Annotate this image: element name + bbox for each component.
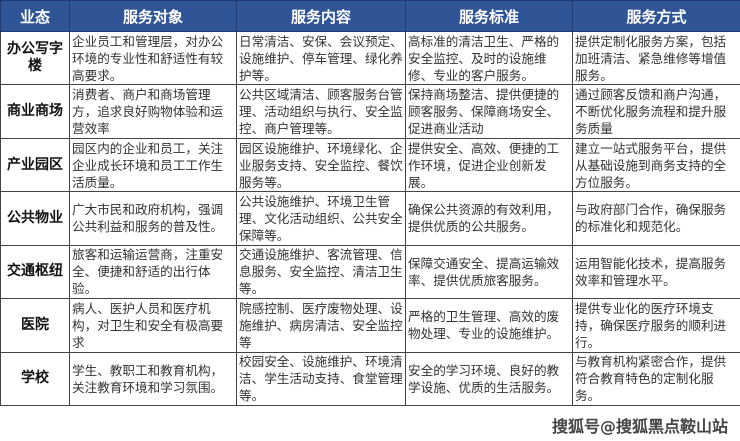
table-row: 医院 病人、医护人员和医疗机构，对卫生和安全有极高要求 院感控制、医疗废物处理、设施… bbox=[0, 298, 740, 353]
cell-method: 提供定制化服务方案，包括加班清洁、紧急维修等增值服务。 bbox=[572, 30, 740, 86]
cell-type: 交通枢纽 bbox=[0, 244, 70, 300]
table-row: 产业园区 园区内的企业和员工，关注企业成长环境和员工工作生活质量。 园区设施维护、环… bbox=[0, 137, 740, 193]
watermark-strip: 搜狐号@搜狐黑点鞍山站 bbox=[0, 408, 740, 441]
cell-standard: 提供安全、高效、便捷的工作环境，促进企业创新发展。 bbox=[405, 137, 573, 193]
cell-type: 学校 bbox=[0, 351, 70, 407]
cell-standard: 严格的卫生管理、高效的废物处理、专业的设施维护。 bbox=[405, 298, 573, 353]
header-method: 服务方式 bbox=[572, 0, 740, 32]
cell-standard: 保持商场整洁、提供便捷的顾客服务、保障商场安全、促进商业活动 bbox=[405, 84, 573, 139]
header-target: 服务对象 bbox=[69, 0, 237, 32]
cell-method: 运用智能化技术，提高服务效率和管理水平。 bbox=[572, 244, 740, 300]
cell-type: 医院 bbox=[0, 298, 70, 353]
header-content: 服务内容 bbox=[236, 0, 406, 32]
cell-target: 消费者、商户和商场管理方，追求良好购物体验和运营效率 bbox=[69, 84, 237, 139]
watermark: 搜狐号@搜狐黑点鞍山站 bbox=[551, 416, 728, 436]
cell-type: 公共物业 bbox=[0, 191, 70, 246]
cell-target: 旅客和运输运营商，注重安全、便捷和舒适的出行体验。 bbox=[69, 244, 237, 300]
cell-content: 院感控制、医疗废物处理、设施维护、病房清洁、安全监控等 bbox=[236, 298, 406, 353]
cell-standard: 安全的学习环境、良好的教学设施、优质的生活服务。 bbox=[405, 351, 573, 407]
cell-standard: 保障交通安全、提高运输效率、提供优质旅客服务。 bbox=[405, 244, 573, 300]
cell-type: 办公写字楼 bbox=[0, 30, 70, 86]
cell-standard: 确保公共资源的有效利用，提供优质的公共服务。 bbox=[405, 191, 573, 246]
cell-method: 与政府部门合作，确保服务的标准化和规范化。 bbox=[572, 191, 740, 246]
cell-standard: 高标准的清洁卫生、严格的安全监控、及时的设施维修、专业的客户服务。 bbox=[405, 30, 573, 86]
cell-content: 日常清洁、安保、会议预定、设施维护、停车管理、绿化养护等。 bbox=[236, 30, 406, 86]
cell-target: 病人、医护人员和医疗机构，对卫生和安全有极高要求 bbox=[69, 298, 237, 353]
table-row: 商业商场 消费者、商户和商场管理方，追求良好购物体验和运营效率 公共区域清洁、顾客服… bbox=[0, 84, 740, 139]
cell-target: 企业员工和管理层，对办公环境的专业性和舒适性有较高要求。 bbox=[69, 30, 237, 86]
table-row: 交通枢纽 旅客和运输运营商，注重安全、便捷和舒适的出行体验。 交通设施维护、客流管理… bbox=[0, 244, 740, 300]
cell-target: 园区内的企业和员工，关注企业成长环境和员工工作生活质量。 bbox=[69, 137, 237, 193]
header-type: 业态 bbox=[0, 0, 70, 32]
header-row: 业态 服务对象 服务内容 服务标准 服务方式 bbox=[0, 0, 740, 32]
property-service-table: 业态 服务对象 服务内容 服务标准 服务方式 办公写字楼 企业员工和管理层，对办公… bbox=[0, 0, 740, 407]
cell-target: 广大市民和政府机构，强调公共利益和服务的普及性。 bbox=[69, 191, 237, 246]
cell-method: 提供专业化的医疗环境支持，确保医疗服务的顺利进行。 bbox=[572, 298, 740, 353]
table-row: 学校 学生、教职工和教育机构，关注教育环境和学习氛围。 校园安全、设施维护、环境清洁… bbox=[0, 351, 740, 407]
table-row: 公共物业 广大市民和政府机构，强调公共利益和服务的普及性。 公共设施维护、环境卫生管… bbox=[0, 191, 740, 246]
cell-type: 商业商场 bbox=[0, 84, 70, 139]
cell-target: 学生、教职工和教育机构，关注教育环境和学习氛围。 bbox=[69, 351, 237, 407]
cell-content: 公共设施维护、环境卫生管理、文化活动组织、公共安全保障等。 bbox=[236, 191, 406, 246]
table-row: 办公写字楼 企业员工和管理层，对办公环境的专业性和舒适性有较高要求。 日常清洁、安保… bbox=[0, 30, 740, 86]
cell-method: 与教育机构紧密合作，提供符合教育特色的定制化服务。 bbox=[572, 351, 740, 407]
cell-type: 产业园区 bbox=[0, 137, 70, 193]
cell-content: 校园安全、设施维护、环境清洁、学生活动支持、食堂管理等。 bbox=[236, 351, 406, 407]
cell-content: 公共区域清洁、顾客服务台管理、活动组织与执行、安全监控、商户管理等。 bbox=[236, 84, 406, 139]
cell-content: 园区设施维护、环境绿化、企业服务支持、安全监控、餐饮服务等。 bbox=[236, 137, 406, 193]
cell-content: 交通设施维护、客流管理、信息服务、安全监控、清洁卫生等。 bbox=[236, 244, 406, 300]
cell-method: 建立一站式服务平台，提供从基础设施到商务支持的全方位服务。 bbox=[572, 137, 740, 193]
header-standard: 服务标准 bbox=[405, 0, 573, 32]
cell-method: 通过顾客反馈和商户沟通，不断优化服务流程和提升服务质量 bbox=[572, 84, 740, 139]
